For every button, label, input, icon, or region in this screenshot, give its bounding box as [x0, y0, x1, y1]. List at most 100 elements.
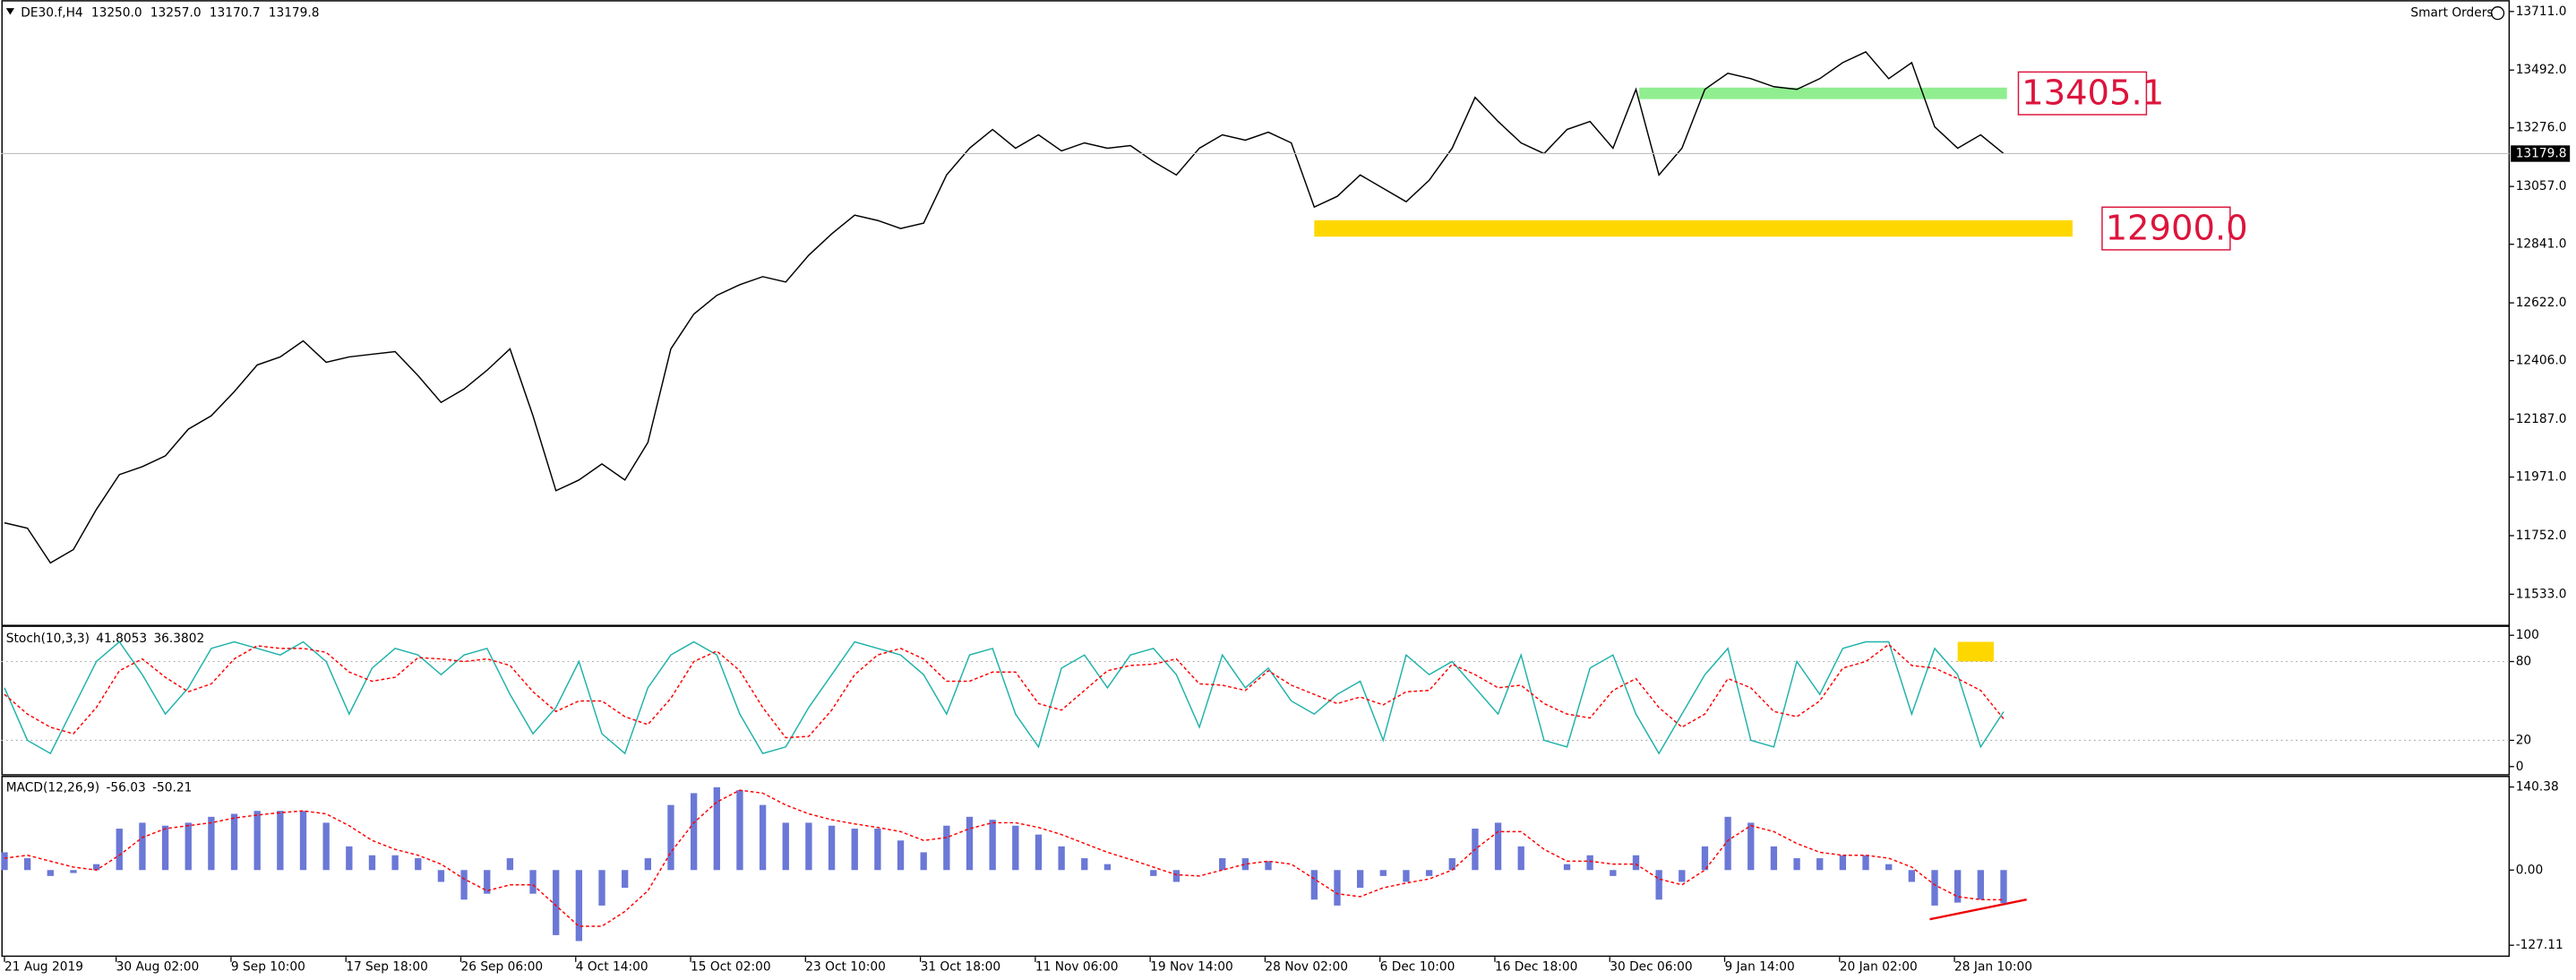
- series-line: [4, 640, 2005, 755]
- y-tick-label: 0.00: [2516, 863, 2544, 877]
- x-tick-label: 23 Oct 10:00: [805, 959, 886, 974]
- histogram-bar: [1265, 861, 1272, 871]
- panel-title: DE30.f,H4 13250.0 13257.0 13170.7 13179.8: [21, 6, 319, 21]
- histogram-bar: [1655, 870, 1662, 900]
- indicator-name: MACD(12,26,9): [6, 781, 99, 795]
- histogram-bar: [161, 825, 169, 871]
- x-tick-label: 16 Dec 18:00: [1495, 959, 1577, 974]
- indicator-name: DE30.f,H4: [21, 6, 82, 21]
- histogram-bar: [1632, 855, 1640, 871]
- histogram-bar: [667, 804, 674, 871]
- current-price-box: [2511, 145, 2571, 162]
- histogram-bar: [782, 822, 789, 871]
- y-tick-label: 11533.0: [2516, 587, 2567, 601]
- histogram-bar: [1310, 870, 1318, 900]
- current-price-label: 13179.8: [2516, 146, 2567, 160]
- histogram-bar: [322, 822, 330, 871]
- histogram-bar: [989, 820, 996, 871]
- ohlc-value: 13250.0: [91, 6, 142, 21]
- histogram-bar: [1058, 846, 1065, 871]
- level-label-box: [2101, 206, 2231, 251]
- histogram-bar: [299, 811, 307, 871]
- x-tick-label: 11 Nov 06:00: [1035, 959, 1119, 974]
- histogram-bar: [208, 816, 215, 871]
- level-band: [1639, 87, 2007, 99]
- y-tick-label: 100: [2516, 628, 2539, 642]
- histogram-bar: [1610, 870, 1617, 876]
- ohlc-value: 13257.0: [150, 6, 202, 21]
- histogram-bar: [553, 870, 560, 935]
- indicator-value: -56.03: [106, 781, 145, 795]
- x-tick-label: 9 Sep 10:00: [231, 959, 305, 974]
- y-tick-label: 12187.0: [2516, 412, 2567, 426]
- histogram-bar: [1, 852, 8, 871]
- histogram-bar: [1172, 870, 1181, 882]
- histogram-bar: [1908, 870, 1916, 882]
- y-tick-label: 13492.0: [2516, 63, 2567, 77]
- histogram-bar: [1586, 855, 1593, 871]
- menu-triangle[interactable]: [5, 8, 14, 15]
- x-tick-label: 31 Oct 18:00: [921, 959, 1001, 974]
- indicator-value: 41.8053: [96, 632, 147, 646]
- histogram-bar: [1977, 870, 1984, 900]
- y-tick-label: 12841.0: [2516, 237, 2567, 252]
- histogram-bar: [1724, 816, 1731, 871]
- histogram-bar: [943, 825, 950, 871]
- indicator-name: Stoch(10,3,3): [6, 632, 90, 646]
- x-tick-label: 28 Nov 02:00: [1265, 959, 1348, 974]
- smiley-icon[interactable]: [2490, 6, 2505, 21]
- price-frame: [1, 0, 2511, 626]
- y-tick-label: -127.11: [2516, 938, 2563, 952]
- histogram-bar: [1816, 858, 1824, 871]
- histogram-bar: [736, 790, 743, 871]
- histogram-bar: [1517, 846, 1524, 871]
- histogram-bar: [759, 804, 767, 871]
- histogram-bar: [644, 858, 651, 871]
- histogram-bar: [23, 858, 31, 871]
- histogram-bar: [690, 793, 698, 871]
- histogram-bar: [1494, 822, 1502, 871]
- histogram-bar: [920, 852, 927, 871]
- histogram-bar: [415, 858, 422, 871]
- x-tick-label: 19 Nov 14:00: [1150, 959, 1233, 974]
- y-tick-label: 12406.0: [2516, 354, 2567, 368]
- histogram-bar: [1103, 864, 1112, 871]
- stoch-frame: [1, 625, 2511, 776]
- histogram-bar: [1012, 825, 1019, 871]
- smart-orders[interactable]: Smart Orders: [2410, 6, 2493, 21]
- histogram-bar: [1953, 870, 1962, 903]
- level-label: 13405.1: [2022, 73, 2164, 114]
- x-tick-label: 28 Jan 10:00: [1954, 959, 2032, 974]
- histogram-bar: [1403, 870, 1410, 882]
- histogram-bar: [874, 829, 881, 871]
- histogram-bar: [484, 870, 491, 894]
- histogram-bar: [368, 855, 376, 871]
- histogram-bar: [139, 822, 146, 871]
- frames: [1, 0, 2511, 958]
- panel-title: MACD(12,26,9) -56.03 -50.21: [6, 781, 193, 795]
- histogram-bar: [460, 870, 468, 900]
- series-line: [4, 51, 2005, 564]
- y-tick-label: 11752.0: [2516, 529, 2567, 543]
- histogram-bar: [897, 840, 905, 871]
- level-label-box: [2017, 71, 2148, 116]
- panel-title: Stoch(10,3,3) 41.8053 36.3802: [6, 632, 204, 646]
- histogram-bar: [713, 787, 720, 871]
- histogram-bar: [1770, 846, 1778, 871]
- histogram-bar: [391, 855, 399, 871]
- histogram-bar: [437, 870, 445, 882]
- histogram-bar: [253, 811, 261, 871]
- histogram-bar: [598, 870, 605, 906]
- x-tick-label: 30 Dec 06:00: [1610, 959, 1692, 974]
- histogram-bar: [277, 811, 284, 871]
- histogram-bar: [116, 829, 123, 871]
- histogram-bar: [828, 825, 836, 871]
- histogram-bar: [1747, 822, 1755, 871]
- x-tick-label: 20 Jan 02:00: [1840, 959, 1918, 974]
- x-tick-label: 26 Sep 06:00: [460, 959, 543, 974]
- y-tick-label: 80: [2516, 654, 2531, 668]
- y-tick-label: 13276.0: [2516, 121, 2567, 135]
- histogram-bar: [1379, 870, 1387, 876]
- series-line: [4, 643, 2005, 739]
